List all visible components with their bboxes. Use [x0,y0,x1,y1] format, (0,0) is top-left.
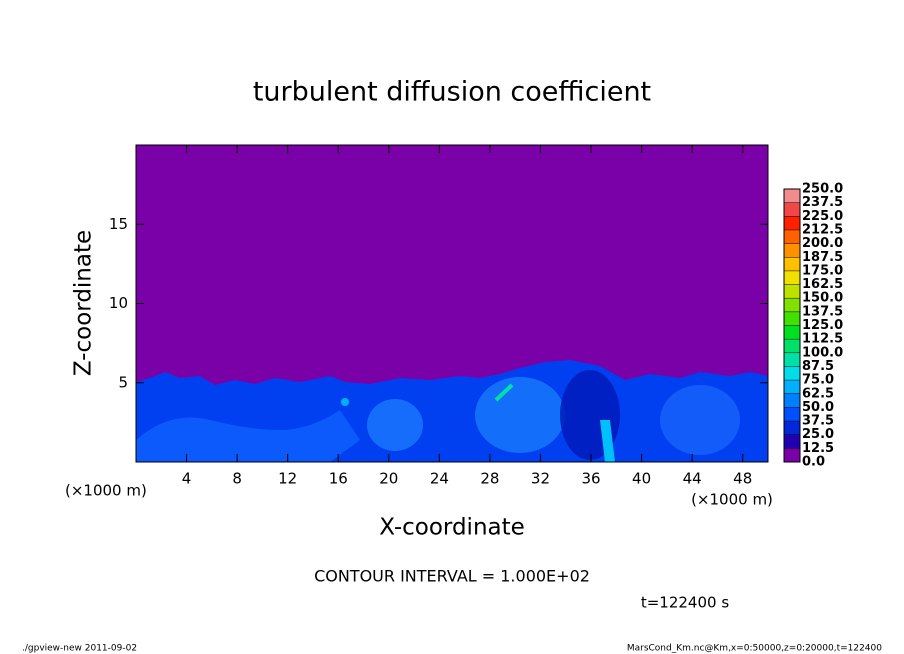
colorbar-label: 100.0 [802,345,843,360]
plume [600,420,615,462]
y-unit: (×1000 m) [65,482,147,500]
colorbar-band [784,366,800,381]
colorbar-band [784,352,800,367]
colorbar-band [784,325,800,340]
colorbar-label: 25.0 [802,427,834,442]
x-tick-label: 32 [531,470,550,488]
colorbar-label: 12.5 [802,441,834,456]
footer-right: MarsCond_Km.nc@Km,x=0:50000,z=0:20000,t=… [627,644,882,654]
colorbar-label: 50.0 [802,400,834,415]
colorbar-label: 0.0 [802,455,825,470]
swirl [475,377,565,453]
plume [341,398,349,406]
colorbar-band [784,311,800,326]
x-tick-label: 48 [733,470,752,488]
colorbar-label: 162.5 [802,277,843,292]
colorbar-band [784,407,800,422]
colorbar-band [784,284,800,299]
colorbar-label: 250.0 [802,182,843,197]
x-tick-label: 8 [232,470,242,488]
y-axis-label: Z-coordinate [71,230,97,376]
footer-left: ./gpview-new 2011-09-02 [22,644,137,654]
y-tick-label: 10 [109,294,128,312]
colorbar-label: 237.5 [802,195,843,210]
x-tick-label: 36 [581,470,600,488]
time-label: t=122400 s [641,594,729,612]
colorbar-label: 62.5 [802,386,834,401]
x-tick-label: 44 [683,470,702,488]
swirl [367,399,423,451]
contour-interval: CONTOUR INTERVAL = 1.000E+02 [314,567,590,586]
colorbar-band [784,216,800,230]
colorbar-label: 37.5 [802,414,834,429]
colorbar-band [784,339,800,353]
field [136,145,768,462]
colorbar-band [784,393,800,408]
x-tick-label: 4 [182,470,192,488]
x-tick-label: 24 [430,470,449,488]
colorbar-band [784,270,800,285]
x-axis-label: X-coordinate [379,515,525,541]
colorbar-band [784,298,800,312]
colorbar-band [784,202,800,217]
colorbar-label: 87.5 [802,359,834,374]
colorbar-label: 225.0 [802,209,843,224]
colorbar-band [784,189,800,203]
colorbar-label: 187.5 [802,250,843,265]
plume [494,383,514,402]
x-tick-label: 12 [278,470,297,488]
colorbar-band [784,243,800,258]
colorbar-band [784,434,800,449]
x-tick-label: 16 [329,470,348,488]
colorbar-band [784,380,800,394]
colorbar-label: 212.5 [802,222,843,237]
colorbar-label: 175.0 [802,263,843,278]
colorbar-label: 125.0 [802,318,843,333]
colorbar-label: 112.5 [802,332,843,347]
colorbar-band [784,448,800,462]
colorbar-label: 75.0 [802,373,834,388]
colorbar-label: 200.0 [802,236,843,251]
colorbar-label: 137.5 [802,304,843,319]
x-unit: (×1000 m) [691,491,773,509]
y-tick-label: 5 [118,373,128,391]
y-tick-label: 15 [109,215,128,233]
x-tick-label: 20 [379,470,398,488]
colorbar-band [784,421,800,435]
colorbar-label: 150.0 [802,291,843,306]
x-tick-label: 40 [632,470,651,488]
swirl [660,385,740,455]
chart-title: turbulent diffusion coefficient [253,77,651,108]
x-tick-label: 28 [480,470,499,488]
colorbar-band [784,229,800,244]
colorbar-band [784,257,800,271]
swirl [136,410,360,462]
